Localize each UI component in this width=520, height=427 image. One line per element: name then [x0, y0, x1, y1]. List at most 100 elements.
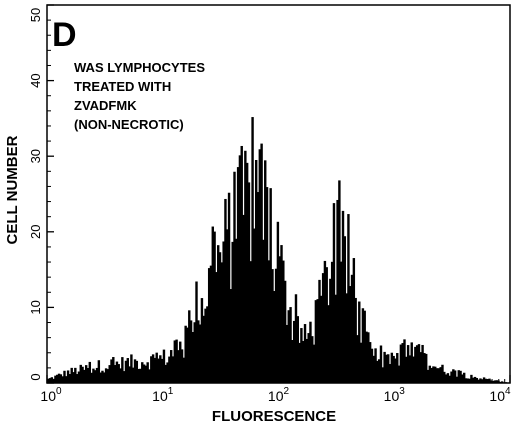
histogram-bar	[269, 188, 272, 383]
histogram-bar	[481, 379, 484, 383]
histogram-bar	[72, 372, 75, 383]
histogram-bar	[253, 228, 256, 383]
histogram-bar	[99, 372, 102, 383]
histogram-bar	[428, 365, 432, 383]
histogram-bar	[204, 308, 207, 383]
histogram-bar	[336, 199, 339, 383]
histogram-bar	[287, 310, 290, 383]
histogram-bar	[443, 371, 446, 383]
histogram-bar	[457, 370, 460, 383]
histogram-bar	[376, 360, 379, 383]
histogram-bar	[412, 356, 415, 383]
y-tick-label: 30	[28, 149, 43, 163]
histogram-bar	[119, 368, 122, 383]
histogram-bar	[459, 370, 462, 383]
histogram-bar	[226, 229, 229, 383]
histogram-bar	[312, 344, 316, 383]
histogram-bar	[392, 355, 395, 383]
histogram-bar	[153, 357, 157, 383]
y-tick-label: 20	[28, 225, 43, 239]
histogram-bar	[426, 369, 430, 383]
histogram-bar	[267, 260, 271, 383]
histogram-bar	[408, 355, 412, 383]
histogram-bar	[377, 359, 381, 383]
histogram-bar	[316, 299, 319, 383]
histogram-bar	[276, 221, 280, 383]
histogram-bar	[52, 378, 55, 383]
histogram-bar	[464, 378, 468, 383]
x-tick-label: 102	[268, 386, 290, 404]
histogram-bar	[491, 380, 495, 383]
histogram-bar	[103, 372, 106, 383]
histogram-bar	[121, 357, 124, 383]
histogram-bar	[97, 360, 101, 383]
histogram-bar	[358, 301, 361, 383]
histogram-bar	[425, 353, 428, 383]
histogram-bar	[434, 366, 437, 383]
histogram-bar	[415, 345, 419, 383]
histogram-bar	[133, 359, 137, 383]
histogram-bar	[224, 198, 227, 383]
histogram-bar	[388, 364, 392, 383]
x-tick-label: 101	[152, 386, 174, 404]
histogram-bar	[461, 374, 464, 383]
histogram-bar	[88, 361, 92, 383]
histogram-bar	[142, 364, 146, 383]
histogram-bar	[141, 362, 144, 383]
histogram-bar	[282, 260, 285, 383]
histogram-bar	[292, 320, 296, 383]
histogram-bar	[157, 358, 160, 383]
histogram-bar	[48, 378, 52, 383]
histogram-bar	[486, 378, 489, 383]
histogram-bar	[453, 370, 457, 383]
histogram-bar	[137, 368, 140, 383]
histogram-bar	[283, 280, 287, 383]
histogram-bar	[83, 369, 86, 383]
histogram-bar	[94, 370, 97, 383]
histogram-bar	[390, 352, 394, 383]
histogram-bar	[122, 371, 126, 383]
histogram-bar	[466, 378, 469, 383]
histogram-bar	[215, 272, 218, 383]
histogram-bar	[247, 182, 251, 383]
histogram-bar	[294, 294, 298, 383]
histogram-bar	[108, 365, 111, 383]
histogram-bar	[370, 348, 374, 383]
histogram-bar	[374, 348, 377, 383]
histogram-bar	[405, 356, 408, 383]
histogram-bar	[186, 327, 189, 383]
histogram-bar	[437, 368, 441, 383]
histogram-bar	[65, 376, 68, 383]
histogram-bar	[155, 352, 158, 383]
histogram-bar	[423, 353, 426, 383]
histogram-bar	[356, 335, 359, 383]
histogram-bar	[115, 361, 119, 383]
histogram-bar	[296, 316, 299, 383]
histogram-bar	[104, 368, 108, 383]
histogram-bar	[330, 261, 334, 383]
histogram-bar	[410, 342, 413, 383]
annotation-line: (NON-NECROTIC)	[74, 117, 184, 132]
histogram-bar	[265, 187, 269, 383]
histogram-bar	[381, 367, 384, 383]
histogram-bar	[132, 367, 135, 383]
histogram-bar	[101, 370, 104, 383]
histogram-bar	[173, 340, 177, 383]
histogram-bar	[318, 279, 321, 383]
histogram-bar	[206, 306, 209, 383]
histogram-bar	[202, 315, 205, 383]
histogram-bar	[385, 354, 388, 383]
histogram-bar	[401, 343, 404, 383]
histogram-bar	[213, 231, 216, 383]
histogram-bar	[222, 241, 225, 383]
histogram-bar	[305, 338, 309, 383]
histogram-bar	[110, 359, 113, 383]
histogram-bar	[177, 350, 180, 383]
histogram-bar	[229, 289, 233, 383]
histogram-bar	[227, 192, 231, 383]
histogram-bar	[164, 364, 167, 383]
histogram-bar	[479, 378, 482, 383]
y-axis-ticks: 0 10 20 30 40 50	[28, 4, 54, 384]
histogram-bar	[271, 269, 274, 383]
histogram-bar	[179, 341, 182, 383]
